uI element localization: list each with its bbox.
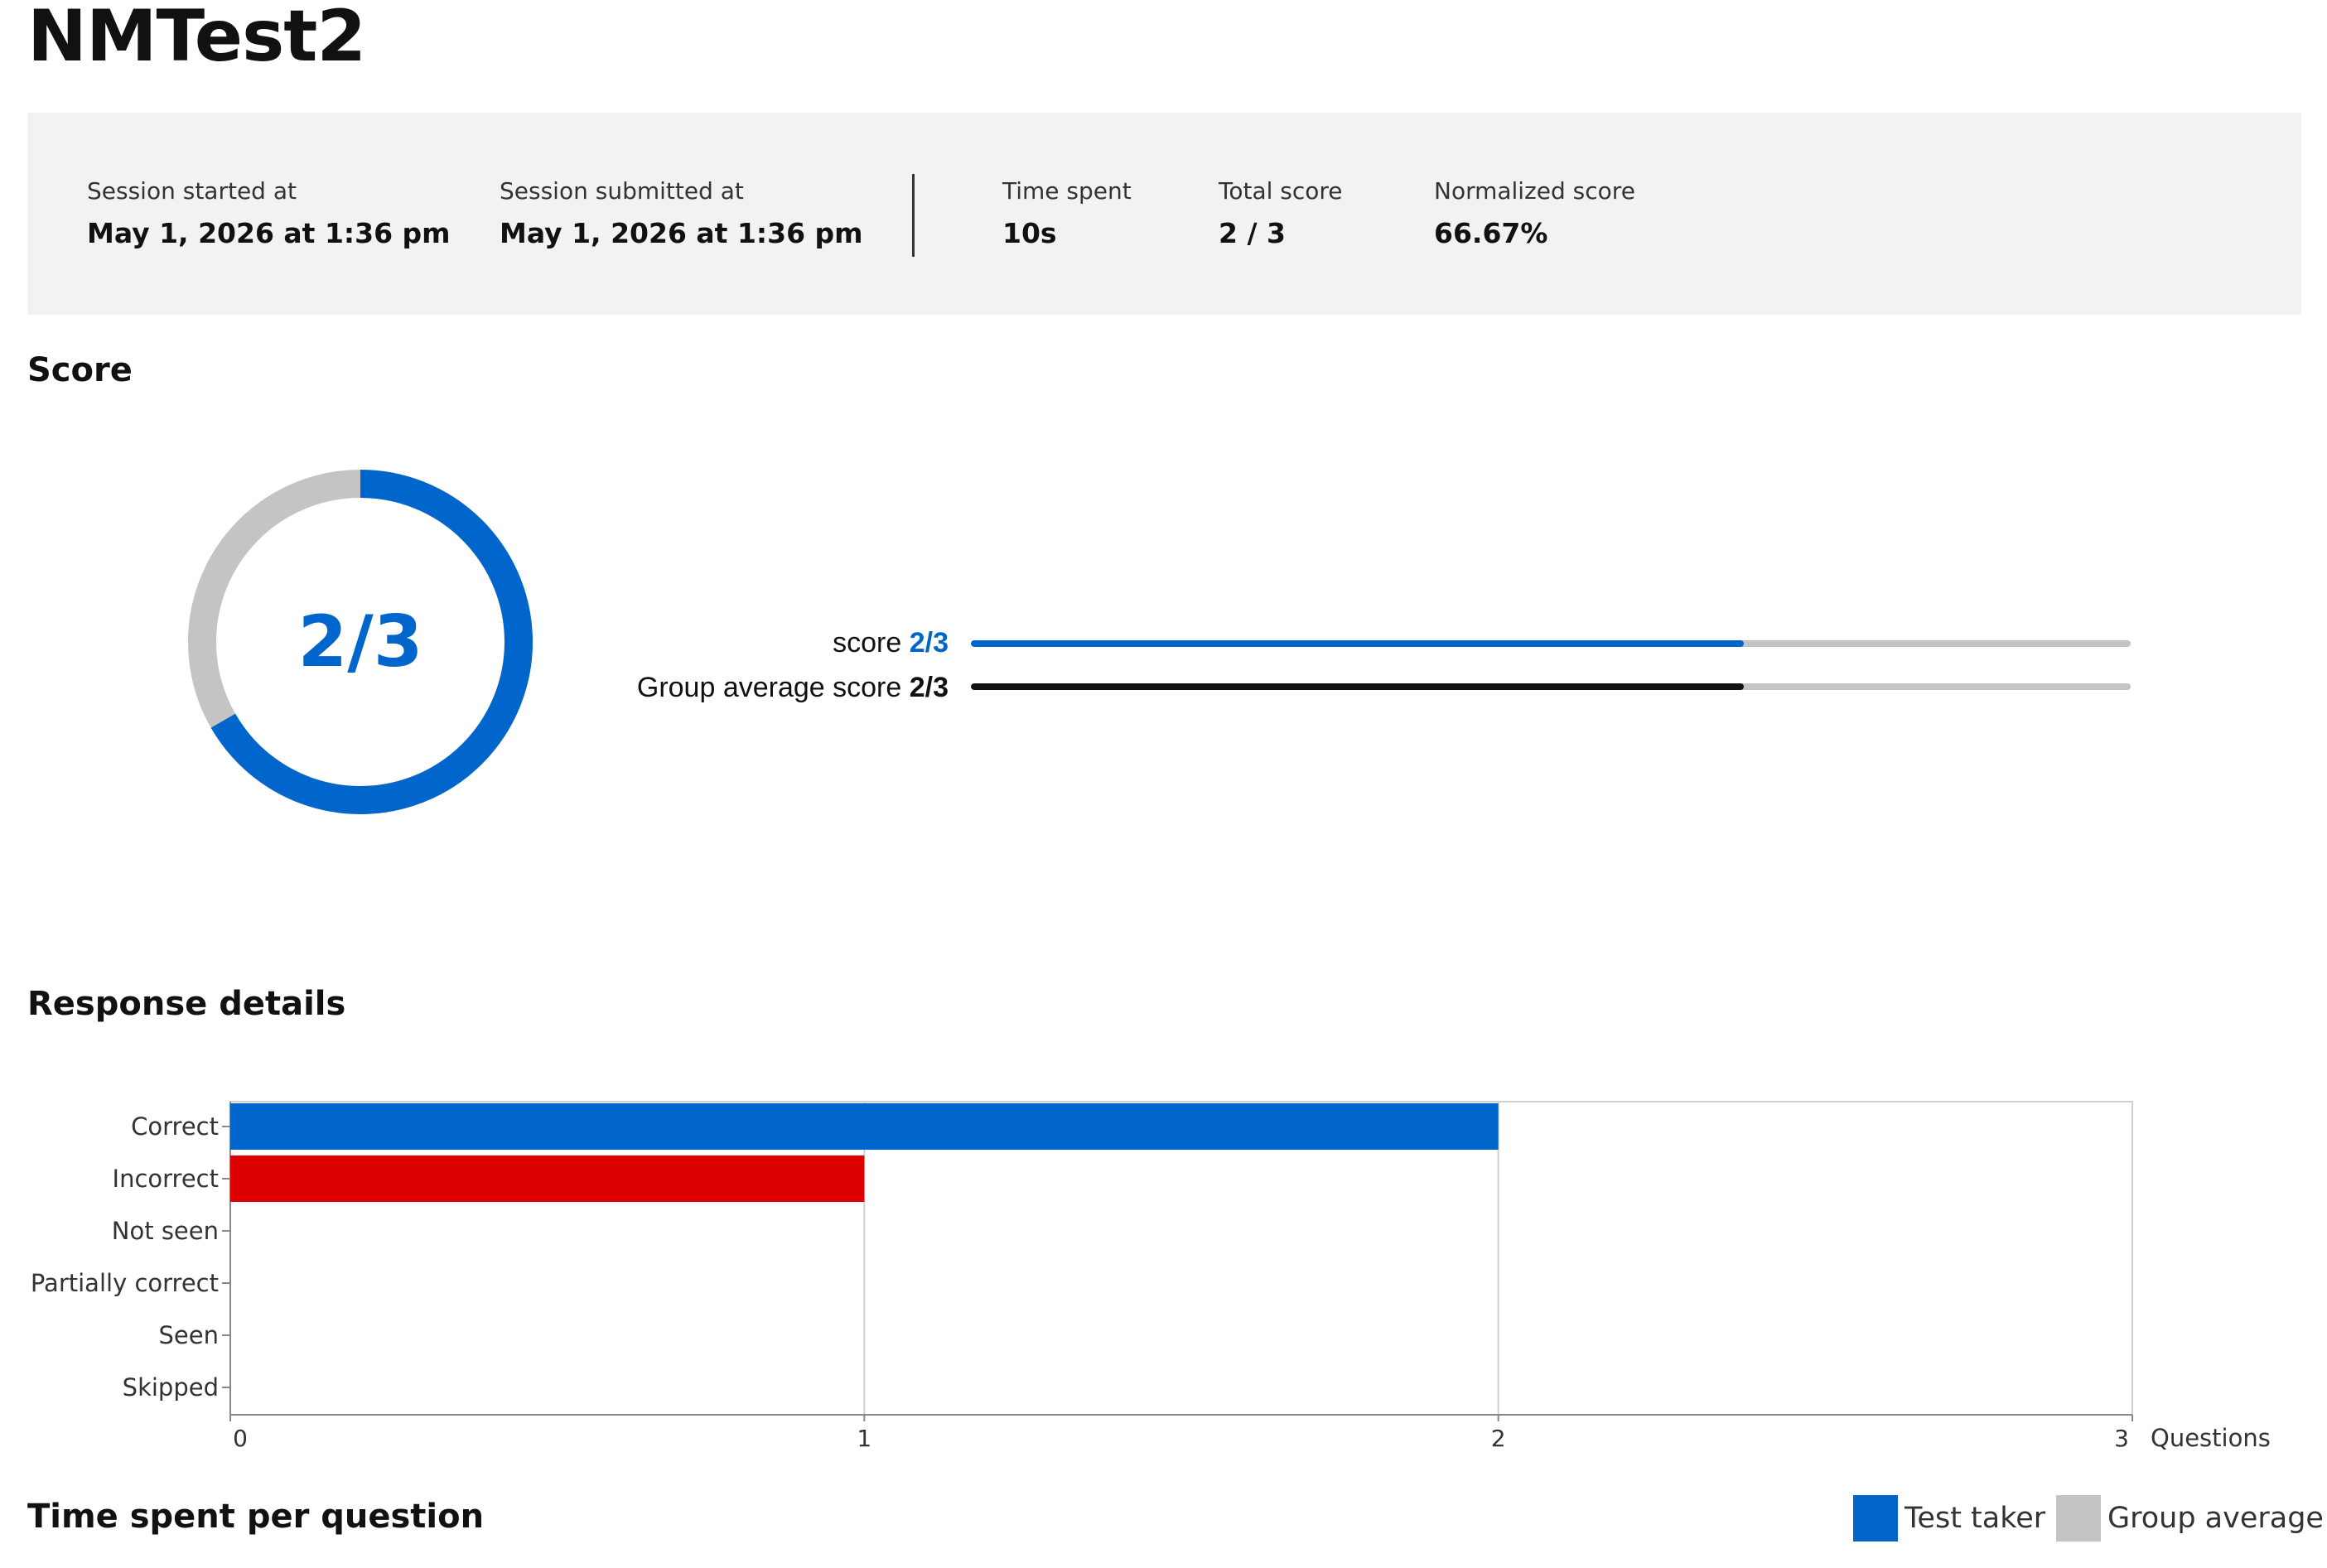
group-average-value: 2/3 <box>909 672 949 703</box>
score-progress-fill <box>971 640 1745 647</box>
total-score-stat: Total score 2 / 3 <box>1219 177 1343 250</box>
legend-swatch-test-taker <box>1853 1495 1898 1541</box>
y-tick-label: Correct <box>131 1112 219 1141</box>
y-tick-label: Seen <box>159 1321 219 1349</box>
legend-swatch-group-average <box>2056 1495 2101 1541</box>
group-average-progress-track <box>971 683 2131 690</box>
y-tick-label: Not seen <box>112 1217 219 1245</box>
score-row-label: score <box>833 627 902 659</box>
time-spent-stat: Time spent 10s <box>1002 177 1132 250</box>
chart-plot-area <box>229 1101 2133 1416</box>
group-average-progress-fill <box>971 683 1745 690</box>
score-progress-track <box>971 640 2131 647</box>
donut-score-label: 2/3 <box>297 601 423 683</box>
time-spent-label: Time spent <box>1002 177 1132 205</box>
score-row-value: 2/3 <box>909 627 949 659</box>
x-tick-label: 0 <box>233 1425 248 1452</box>
time-spent-value: 10s <box>1002 217 1057 249</box>
score-donut-chart <box>188 470 533 814</box>
time-spent-per-question-title: Time spent per question <box>27 1498 485 1536</box>
y-tick-label: Skipped <box>123 1373 219 1402</box>
session-submitted-label: Session submitted at <box>500 177 744 205</box>
donut-score-arc <box>188 470 533 814</box>
legend-label-group-average: Group average <box>2107 1502 2324 1535</box>
normalized-score-label: Normalized score <box>1434 177 1635 205</box>
x-tick-label: 3 <box>2114 1425 2129 1452</box>
bar-incorrect <box>230 1155 865 1202</box>
response-details-title: Response details <box>27 985 346 1023</box>
normalized-score-value: 66.67% <box>1434 217 1548 249</box>
session-started-stat: Session started at May 1, 2026 at 1:36 p… <box>87 177 451 250</box>
chart-legend: Test taker Group average <box>1853 1495 2324 1541</box>
group-average-label: Group average score <box>636 672 902 703</box>
score-section-title: Score <box>27 351 133 389</box>
session-submitted-value: May 1, 2026 at 1:36 pm <box>500 217 863 249</box>
x-axis-label: Questions <box>2151 1424 2271 1452</box>
x-tick-label: 2 <box>1491 1425 1506 1452</box>
session-submitted-stat: Session submitted at May 1, 2026 at 1:36… <box>500 177 863 250</box>
session-started-value: May 1, 2026 at 1:36 pm <box>87 217 451 249</box>
total-score-value: 2 / 3 <box>1219 217 1286 249</box>
total-score-label: Total score <box>1219 177 1343 205</box>
legend-label-test-taker: Test taker <box>1905 1502 2046 1535</box>
page-title: NMTest2 <box>27 0 366 78</box>
score-row-group-average: Group average score 2/3 <box>0 669 949 706</box>
score-row-test-taker: score 2/3 <box>0 625 949 661</box>
summary-divider <box>912 174 915 257</box>
bar-correct <box>230 1103 1499 1150</box>
session-summary-panel: Session started at May 1, 2026 at 1:36 p… <box>27 113 2301 315</box>
x-tick-label: 1 <box>857 1425 871 1452</box>
response-details-chart: 0 1 2 3 Questions Correct Incorrect Not seen Par… <box>31 1101 2271 1452</box>
normalized-score-stat: Normalized score 66.67% <box>1434 177 1635 250</box>
y-tick-label: Partially correct <box>31 1269 219 1297</box>
y-tick-label: Incorrect <box>113 1165 219 1193</box>
session-started-label: Session started at <box>87 177 297 205</box>
